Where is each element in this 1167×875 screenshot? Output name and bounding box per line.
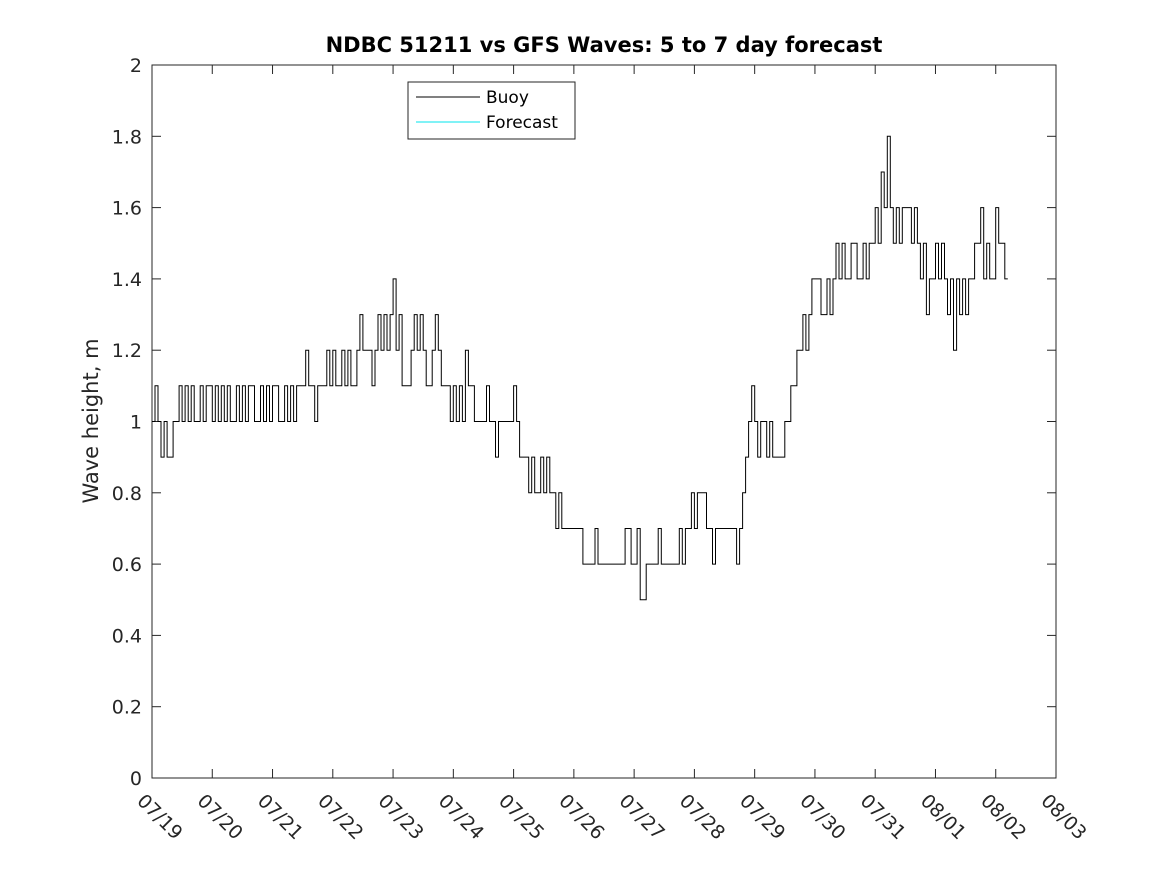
x-tick-label: 08/03 [1036, 790, 1090, 844]
x-tick-label: 07/28 [675, 790, 729, 844]
x-tick-label: 07/29 [735, 790, 789, 844]
y-tick-label: 1.6 [112, 198, 142, 220]
x-tick-label: 07/30 [795, 790, 849, 844]
legend-label-forecast: Forecast [486, 113, 558, 133]
x-tick-label: 08/02 [976, 790, 1030, 844]
y-tick-label: 1.4 [112, 269, 142, 291]
y-tick-label: 1 [130, 412, 142, 434]
y-tick-label: 0.6 [112, 554, 142, 576]
x-tick-label: 07/27 [615, 790, 669, 844]
x-tick-label: 07/31 [856, 790, 910, 844]
y-tick-label: 1.8 [112, 126, 142, 148]
x-tick-label: 07/20 [193, 790, 247, 844]
y-tick-label: 0.2 [112, 697, 142, 719]
x-tick-label: 07/19 [132, 790, 186, 844]
y-axis-label: Wave height, m [79, 338, 103, 503]
x-tick-label: 07/26 [554, 790, 608, 844]
y-tick-label: 0 [130, 768, 142, 790]
y-tick-label: 0.8 [112, 483, 142, 505]
x-tick-label: 07/25 [494, 790, 548, 844]
legend: Buoy Forecast [407, 81, 576, 140]
plot-area [151, 64, 1057, 779]
legend-label-buoy: Buoy [486, 88, 529, 108]
y-tick-label: 1.2 [112, 340, 142, 362]
x-tick-label: 08/01 [916, 790, 970, 844]
x-tick-label: 07/24 [434, 790, 488, 844]
legend-box [407, 81, 576, 140]
x-tick-label: 07/23 [374, 790, 428, 844]
x-tick-label: 07/21 [253, 790, 307, 844]
y-tick-label: 0.4 [112, 625, 142, 647]
chart-title: NDBC 51211 vs GFS Waves: 5 to 7 day fore… [326, 33, 883, 57]
x-tick-label: 07/22 [313, 790, 367, 844]
y-tick-label: 2 [130, 55, 142, 77]
buoy-series-line [152, 135, 1008, 601]
